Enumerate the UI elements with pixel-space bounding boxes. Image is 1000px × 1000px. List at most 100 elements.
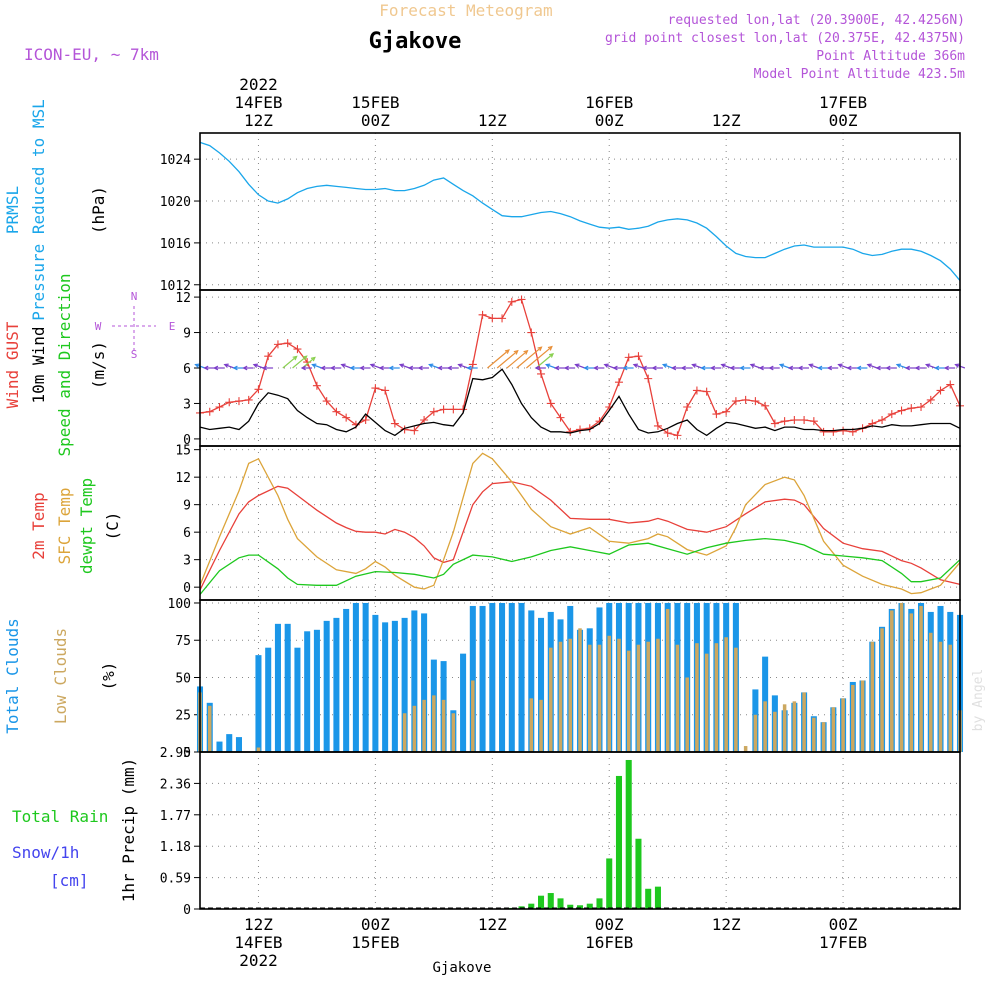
temperature-axis-label-3: (C): [103, 512, 122, 541]
gust-marker: [809, 417, 818, 426]
wind-arrow-head: [866, 363, 872, 368]
wind-arrow-head: [300, 365, 306, 371]
wind-direction-arrow: [662, 364, 673, 369]
low-clouds-bar: [812, 717, 816, 752]
gust-marker: [371, 384, 380, 393]
total-clouds-bar: [469, 605, 476, 752]
total-clouds-bar: [265, 647, 272, 752]
low-clouds-bar: [549, 647, 553, 752]
gust-marker: [517, 295, 526, 304]
gust-marker: [283, 339, 292, 348]
clouds-ytick-label: 0: [183, 746, 191, 761]
clouds-ytick-label: 50: [175, 671, 191, 686]
wind-arrow-head: [846, 365, 852, 371]
low-clouds-bar: [802, 692, 806, 752]
gust-marker: [800, 416, 809, 424]
total-clouds-bar: [235, 737, 242, 752]
gust-marker: [244, 395, 253, 404]
gust-marker: [439, 405, 448, 414]
wind-arrow-head: [670, 365, 677, 371]
wind-ytick-label: 9: [183, 327, 191, 342]
time-label-bottom: 2022: [239, 951, 278, 970]
low-clouds-bar: [734, 647, 738, 752]
low-clouds-bar: [929, 632, 933, 752]
temperature-ytick-label: 12: [175, 471, 191, 486]
time-label-bottom: 00Z: [595, 915, 624, 934]
low-clouds-bar: [704, 653, 709, 752]
wind-direction-arrow: [750, 364, 761, 369]
point-altitude: Point Altitude 366m: [816, 49, 965, 64]
low-clouds-bar: [636, 644, 641, 752]
wind-arrow-head: [632, 363, 638, 368]
wind-arrow-head: [504, 349, 510, 354]
prmsl-line: [199, 141, 961, 282]
wind-arrow-head: [545, 363, 551, 368]
low-clouds-bar: [412, 705, 417, 752]
gust-marker: [770, 419, 779, 428]
gust-marker: [390, 419, 399, 428]
wind-direction-arrow: [487, 349, 510, 369]
rain-bar: [654, 886, 661, 909]
gust-marker: [790, 416, 799, 424]
low-clouds-bar: [743, 746, 748, 752]
wind-arrow-head: [437, 365, 443, 371]
rain-bar: [538, 895, 545, 909]
wind-arrow-head: [320, 365, 326, 371]
low-clouds-bar: [899, 602, 904, 752]
total-clouds-bar: [508, 602, 515, 752]
gust-marker: [381, 386, 390, 395]
wind-arrow-head: [398, 363, 405, 368]
wind-arrow-head: [593, 365, 599, 371]
2m-temp-line: [199, 481, 961, 591]
wind-arrow-head: [261, 365, 267, 371]
wind-arrow-head: [232, 365, 238, 371]
model-label: ICON-EU, ~ 7km: [24, 45, 159, 64]
time-label-top: 00Z: [361, 111, 390, 130]
wind-arrow-head: [925, 363, 931, 368]
wind-arrow-head: [407, 365, 414, 371]
precip-legend-2: [cm]: [50, 871, 89, 890]
wind-direction-arrow: [633, 364, 644, 369]
low-clouds-bar: [695, 643, 699, 752]
total-clouds-bar: [352, 602, 359, 752]
temperature-ytick-label: 9: [183, 499, 191, 514]
wind-arrow-head: [817, 365, 823, 371]
clouds-ytick-label: 25: [175, 709, 191, 724]
temperature-ytick-label: 15: [175, 444, 191, 459]
gust-marker: [644, 374, 653, 383]
wind-arrow-head: [213, 365, 219, 371]
wind-arrow-head: [612, 365, 618, 371]
gust-marker: [917, 403, 926, 411]
gust-marker: [712, 410, 721, 419]
wind-arrow-head: [700, 365, 706, 371]
gust-marker: [332, 407, 341, 416]
chart-title: Forecast Meteogram: [379, 1, 552, 20]
gust-marker: [634, 352, 643, 361]
gust-marker: [527, 328, 536, 337]
watermark: by Angel: [971, 669, 986, 732]
wind-arrow-head: [885, 365, 891, 371]
gust-marker: [624, 353, 633, 362]
gust-marker: [663, 429, 672, 437]
precip-ytick-label: 2.36: [160, 777, 191, 792]
gust-marker: [215, 403, 224, 411]
wind-arrow-head: [768, 365, 774, 371]
wind-direction-arrow: [867, 364, 878, 369]
gust-marker: [614, 378, 623, 387]
total-clouds-bar: [343, 608, 350, 752]
wind-direction-arrow: [779, 364, 790, 369]
clouds-axis-label-0: Total Clouds: [3, 618, 22, 734]
wind-direction-arrow: [370, 364, 381, 369]
wind-arrow-head: [622, 365, 628, 371]
wind-arrow-head: [388, 365, 394, 371]
dewpt-temp-line: [199, 537, 961, 595]
gust-marker: [819, 427, 828, 436]
gust-marker: [839, 426, 848, 435]
10m-wind-line: [199, 368, 961, 437]
wind-direction-arrow: [506, 350, 528, 369]
wind-arrow-head: [194, 363, 200, 368]
wind-axis-label-2: Speed and Direction: [55, 273, 74, 456]
clouds-axis-label-2: (%): [99, 662, 118, 691]
time-label-top: 17FEB: [819, 93, 867, 112]
total-clouds-bar: [333, 617, 340, 752]
